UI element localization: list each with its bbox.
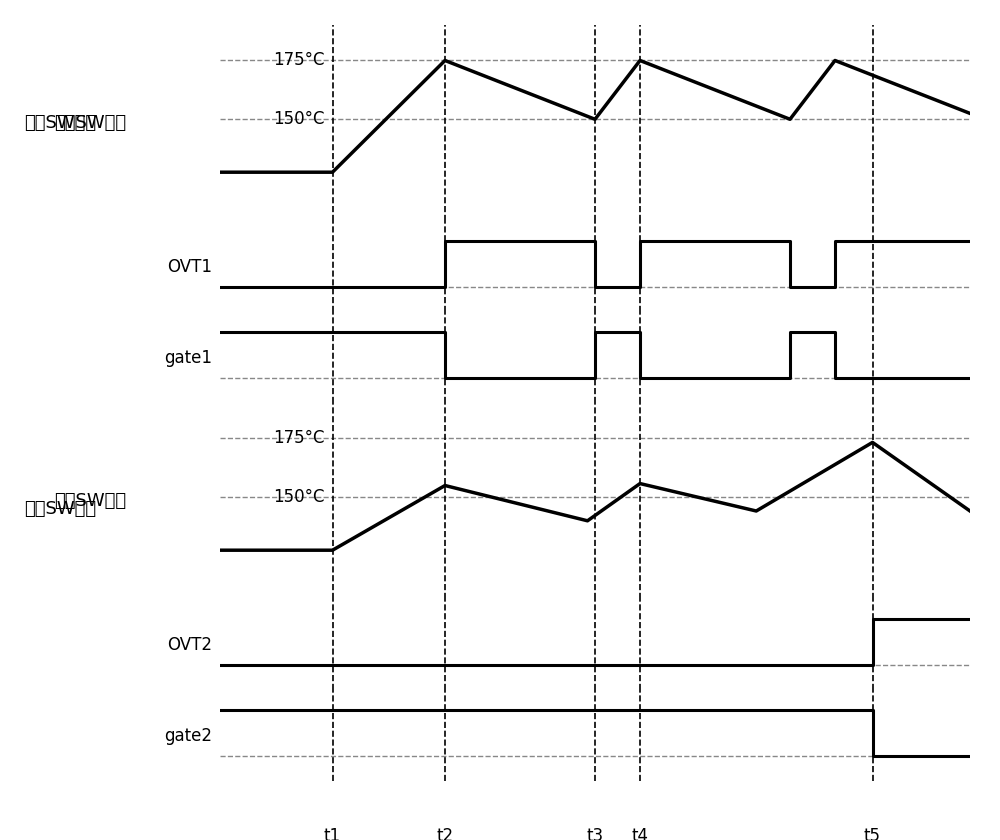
Text: 150°C: 150°C [274,488,325,507]
Text: 第二SW温度: 第二SW温度 [24,500,96,518]
Text: gate1: gate1 [164,349,212,367]
Text: 第二SW温度: 第二SW温度 [54,492,126,510]
Text: 第一SW温度: 第一SW温度 [24,114,96,132]
Text: 175°C: 175°C [274,429,325,448]
Text: 150°C: 150°C [274,110,325,129]
Text: t2: t2 [436,827,454,840]
Text: gate2: gate2 [164,727,212,745]
Text: OVT1: OVT1 [168,258,212,276]
Text: t1: t1 [324,827,341,840]
Text: 175°C: 175°C [274,51,325,70]
Text: 第一SW温度: 第一SW温度 [54,114,126,132]
Text: t4: t4 [632,827,648,840]
Text: t5: t5 [864,827,881,840]
Text: OVT2: OVT2 [168,636,212,654]
Text: t3: t3 [586,827,604,840]
